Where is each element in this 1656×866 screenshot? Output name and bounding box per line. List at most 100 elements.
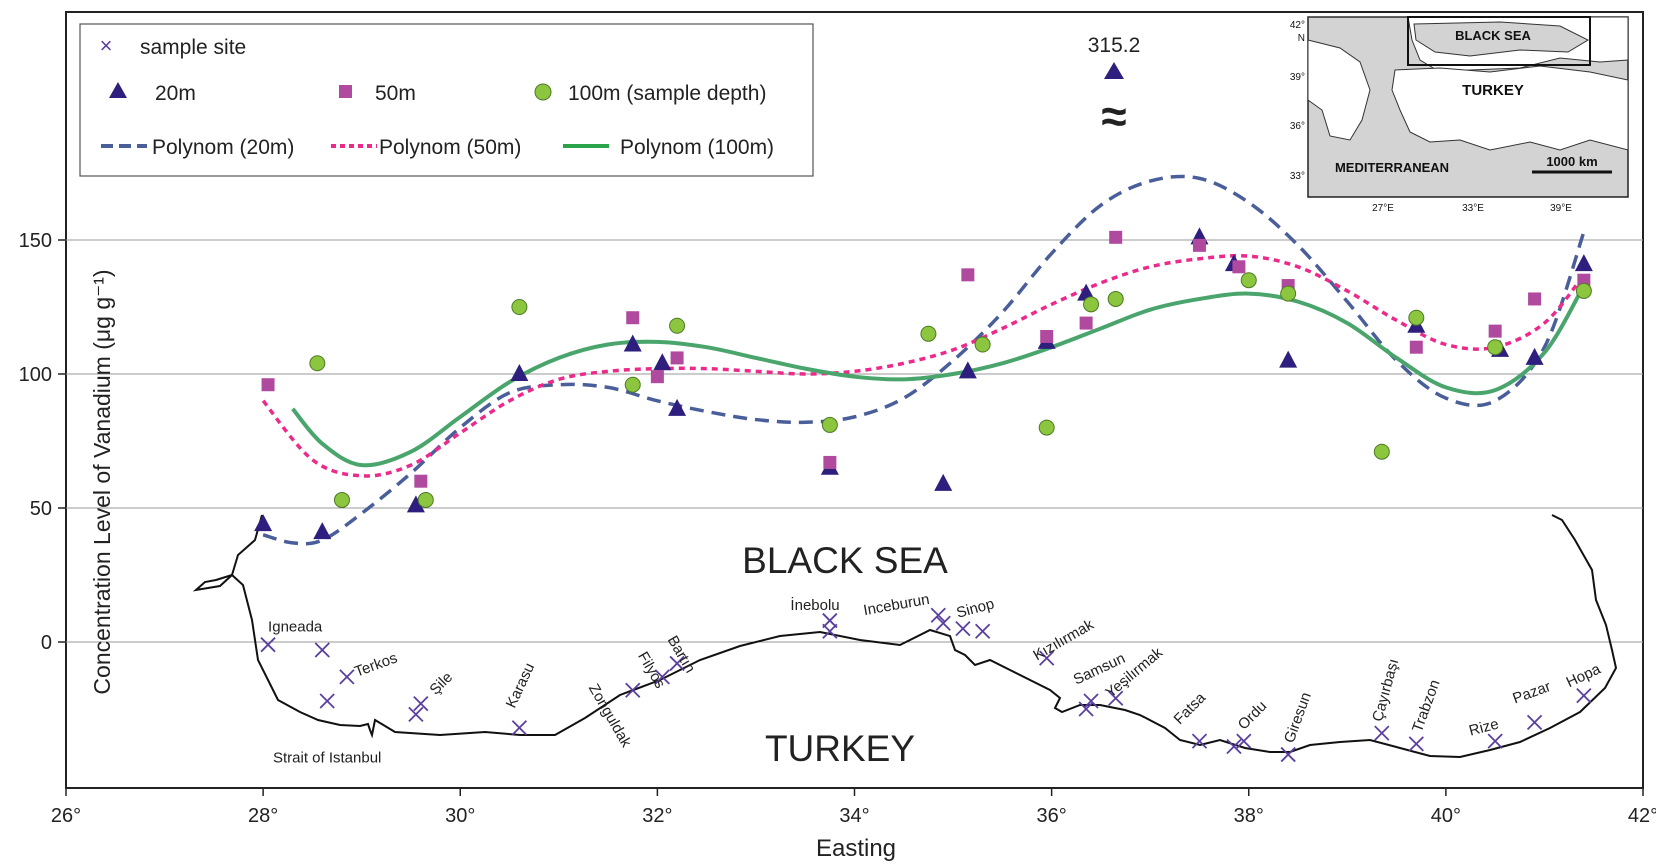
- x-tick-label: 26°: [51, 805, 81, 827]
- point-50m: [961, 268, 975, 282]
- point-20m: [934, 473, 953, 491]
- point-20m: [1279, 350, 1298, 368]
- inset-black-sea: [1413, 21, 1590, 57]
- legend-label-100m: 100m (sample depth): [568, 82, 766, 105]
- point-50m: [1232, 260, 1246, 274]
- site-cross-stroke: [935, 615, 951, 631]
- x-axis-label: Easting: [816, 835, 896, 862]
- point-100m: [669, 317, 686, 334]
- x-tick-label: 38°: [1234, 805, 1264, 827]
- sample-site-mark: [822, 612, 838, 629]
- trendline-polynom-20m: [262, 174, 1586, 546]
- site-cross-stroke: [408, 706, 424, 722]
- site-cross-stroke: [1078, 701, 1094, 717]
- point-20m: [313, 522, 332, 540]
- site-cross-stroke: [1374, 725, 1390, 741]
- point-100m: [624, 376, 641, 393]
- site-cross-stroke: [314, 642, 330, 658]
- inset-land-label: TURKEY: [1462, 82, 1524, 99]
- legend-label-poly50: Polynom (50m): [379, 136, 521, 159]
- site-cross-stroke: [339, 669, 355, 685]
- sample-site-mark: [1236, 733, 1252, 749]
- inset-lon-27: 27°E: [1372, 203, 1394, 214]
- site-cross-stroke: [260, 637, 276, 653]
- point-20m: [1574, 254, 1593, 272]
- site-cross-stroke: [930, 607, 946, 623]
- y-axis-ticks: 0 50 100 150: [19, 230, 66, 654]
- sample-site-mark: [319, 693, 335, 709]
- site-cross-stroke: [511, 720, 528, 736]
- point-50m: [823, 455, 837, 469]
- sample-site-mark: [930, 607, 946, 623]
- y-tick-label: 50: [30, 498, 52, 520]
- site-cross-stroke: [1236, 733, 1252, 749]
- legend: × sample site 20m 50m 100m (sample depth…: [79, 23, 814, 177]
- point-50m: [650, 370, 664, 384]
- point-20m: [510, 364, 529, 381]
- point-100m: [1575, 282, 1592, 299]
- inset-sea-label: BLACK SEA: [1455, 28, 1531, 43]
- place-label: İnebolu: [790, 596, 839, 614]
- sample-site-mark: [955, 620, 971, 637]
- x-tick-label: 42°: [1628, 805, 1656, 827]
- inset-lat-39: 39°: [1290, 72, 1305, 83]
- point-100m: [1487, 339, 1504, 356]
- sample-site-mark: [822, 623, 838, 639]
- legend-triangle-icon: [109, 82, 127, 98]
- sample-site-mark: [669, 655, 685, 672]
- inset-lon-33: 33°E: [1462, 203, 1484, 214]
- sample-site-mark: [625, 682, 641, 698]
- point-100m: [920, 325, 937, 342]
- gridlines: [66, 239, 1643, 643]
- point-50m: [1409, 340, 1423, 354]
- sample-site-mark: [1191, 733, 1208, 749]
- site-cross-stroke: [822, 623, 838, 639]
- legend-label-20m: 20m: [155, 82, 196, 105]
- trendlines: [261, 174, 1586, 546]
- sample-site-mark: [1526, 714, 1543, 731]
- outlier-value-label: 315.2: [1088, 34, 1141, 57]
- sample-site-mark: [260, 637, 276, 653]
- legend-circle-icon: [534, 83, 552, 101]
- site-cross-stroke: [1083, 693, 1099, 709]
- point-100m: [1240, 272, 1257, 289]
- outlier-triangle-marker: [1104, 62, 1124, 79]
- point-20m: [653, 353, 672, 371]
- inset-greece-land: [1307, 39, 1371, 141]
- point-100m: [417, 491, 434, 508]
- site-cross-stroke: [669, 655, 685, 672]
- x-tick-label: 40°: [1431, 805, 1461, 827]
- point-100m: [511, 299, 528, 315]
- y-tick-label: 150: [19, 230, 52, 252]
- coastline: [230, 514, 1618, 759]
- site-cross-stroke: [1039, 650, 1055, 666]
- x-axis-ticks: 26° 28° 30° 32° 34° 36° 38° 40° 42°: [51, 788, 1656, 827]
- inset-south-label: MEDITERRANEAN: [1335, 160, 1449, 175]
- point-50m: [1488, 324, 1502, 338]
- site-cross-stroke: [319, 693, 335, 709]
- point-50m: [414, 474, 428, 488]
- y-tick-label: 0: [41, 632, 52, 654]
- sample-site-mark: [314, 642, 330, 658]
- inset-lat-33: 33°: [1290, 171, 1305, 182]
- legend-label-50m: 50m: [375, 82, 416, 105]
- x-tick-label: 32°: [642, 805, 672, 827]
- sample-site-mark: [1108, 690, 1124, 706]
- y-axis-label: Concentration Level of Vanadium (μg g⁻¹): [89, 269, 115, 694]
- point-100m: [1408, 309, 1425, 326]
- sample-site-mark: [1083, 693, 1099, 709]
- site-cross-stroke: [1280, 746, 1296, 763]
- sample-site-mark: [408, 706, 424, 722]
- inset-highlight-box: [1407, 16, 1591, 66]
- axis-break-symbol: ≈: [1101, 90, 1126, 142]
- point-20m: [254, 514, 273, 532]
- point-100m: [309, 355, 326, 372]
- sample-site-mark: [413, 696, 429, 712]
- point-100m: [821, 416, 838, 433]
- legend-label-sample-site: sample site: [140, 36, 246, 59]
- point-100m: [1280, 285, 1297, 302]
- point-100m: [1038, 419, 1055, 436]
- point-50m: [261, 378, 275, 392]
- point-20m: [406, 495, 425, 513]
